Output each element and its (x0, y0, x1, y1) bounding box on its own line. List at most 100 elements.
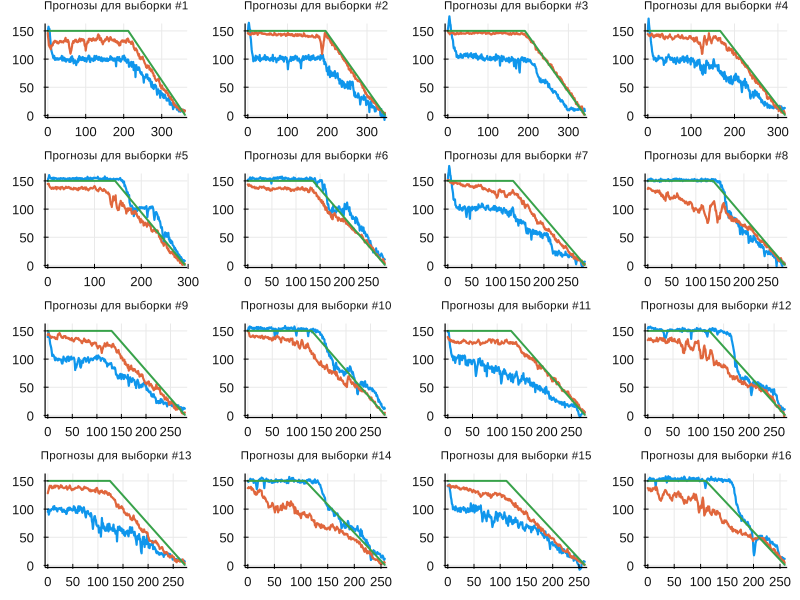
svg-text:200: 200 (130, 274, 152, 289)
svg-text:100: 100 (687, 424, 709, 439)
svg-text:50: 50 (267, 574, 282, 589)
svg-text:Прогнозы для выборки #6: Прогнозы для выборки #6 (244, 149, 388, 162)
svg-text:0: 0 (244, 124, 251, 139)
svg-text:50: 50 (19, 230, 34, 245)
svg-text:0: 0 (427, 409, 434, 424)
svg-text:50: 50 (619, 230, 634, 245)
svg-text:150: 150 (515, 574, 537, 589)
svg-text:50: 50 (265, 274, 280, 289)
svg-text:200: 200 (135, 424, 157, 439)
svg-text:100: 100 (276, 124, 298, 139)
svg-text:200: 200 (542, 574, 564, 589)
svg-text:100: 100 (612, 202, 634, 217)
svg-text:200: 200 (113, 124, 135, 139)
svg-text:100: 100 (690, 574, 712, 589)
svg-text:250: 250 (763, 424, 785, 439)
svg-text:300: 300 (151, 124, 173, 139)
svg-text:0: 0 (27, 259, 34, 274)
svg-text:0: 0 (627, 259, 634, 274)
svg-text:100: 100 (477, 124, 499, 139)
svg-text:0: 0 (444, 124, 451, 139)
svg-text:0: 0 (644, 124, 651, 139)
svg-text:100: 100 (12, 502, 34, 517)
svg-text:200: 200 (733, 274, 755, 289)
svg-text:300: 300 (557, 124, 579, 139)
svg-text:Прогнозы для выборки #14: Прогнозы для выборки #14 (241, 449, 392, 462)
svg-text:150: 150 (112, 574, 134, 589)
svg-text:0: 0 (627, 409, 634, 424)
svg-text:300: 300 (177, 274, 199, 289)
svg-text:250: 250 (769, 574, 791, 589)
svg-text:0: 0 (644, 424, 651, 439)
svg-text:100: 100 (412, 202, 434, 217)
svg-text:50: 50 (219, 380, 234, 395)
svg-text:50: 50 (419, 80, 434, 95)
svg-text:150: 150 (511, 424, 533, 439)
svg-text:150: 150 (310, 424, 332, 439)
svg-text:150: 150 (509, 274, 531, 289)
svg-text:100: 100 (680, 124, 702, 139)
svg-text:100: 100 (86, 424, 108, 439)
svg-text:250: 250 (359, 424, 381, 439)
svg-text:200: 200 (137, 574, 159, 589)
svg-text:150: 150 (12, 174, 34, 189)
svg-text:0: 0 (44, 274, 51, 289)
svg-text:0: 0 (444, 574, 451, 589)
svg-text:150: 150 (12, 324, 34, 339)
svg-text:50: 50 (419, 230, 434, 245)
svg-text:100: 100 (485, 274, 507, 289)
svg-text:150: 150 (212, 174, 234, 189)
svg-text:50: 50 (419, 380, 434, 395)
svg-text:100: 100 (212, 502, 234, 517)
svg-text:300: 300 (356, 124, 378, 139)
svg-text:200: 200 (316, 124, 338, 139)
svg-text:0: 0 (27, 409, 34, 424)
svg-text:250: 250 (757, 274, 779, 289)
svg-text:200: 200 (335, 424, 357, 439)
svg-text:Прогнозы для выборки #13: Прогнозы для выборки #13 (41, 449, 192, 462)
svg-text:50: 50 (65, 574, 80, 589)
svg-text:150: 150 (412, 174, 434, 189)
svg-text:150: 150 (12, 24, 34, 39)
svg-text:150: 150 (709, 274, 731, 289)
svg-text:100: 100 (412, 52, 434, 67)
svg-text:Прогнозы для выборки #4: Прогнозы для выборки #4 (644, 0, 789, 12)
svg-text:50: 50 (664, 274, 679, 289)
svg-text:250: 250 (568, 574, 590, 589)
svg-text:Прогнозы для выборки #1: Прогнозы для выборки #1 (44, 0, 188, 12)
svg-text:250: 250 (557, 274, 579, 289)
svg-text:Прогнозы для выборки #16: Прогнозы для выборки #16 (641, 449, 792, 462)
svg-text:150: 150 (612, 174, 634, 189)
svg-text:100: 100 (286, 424, 308, 439)
svg-text:Прогнозы для выборки #2: Прогнозы для выборки #2 (244, 0, 388, 12)
svg-text:50: 50 (619, 80, 634, 95)
svg-text:100: 100 (486, 424, 508, 439)
svg-text:50: 50 (19, 380, 34, 395)
svg-text:0: 0 (44, 574, 51, 589)
svg-text:Прогнозы для выборки #11: Прогнозы для выборки #11 (441, 299, 591, 312)
svg-text:100: 100 (12, 202, 34, 217)
svg-text:150: 150 (412, 324, 434, 339)
svg-text:100: 100 (412, 352, 434, 367)
svg-text:250: 250 (560, 424, 582, 439)
svg-text:0: 0 (627, 109, 634, 124)
svg-text:0: 0 (444, 424, 451, 439)
svg-text:50: 50 (265, 424, 280, 439)
svg-text:150: 150 (212, 324, 234, 339)
svg-text:Прогнозы для выборки #5: Прогнозы для выборки #5 (44, 149, 188, 162)
svg-text:Прогнозы для выборки #12: Прогнозы для выборки #12 (641, 299, 792, 312)
svg-text:Прогнозы для выборки #15: Прогнозы для выборки #15 (441, 449, 592, 462)
svg-text:50: 50 (219, 80, 234, 95)
svg-text:Прогнозы для выборки #7: Прогнозы для выборки #7 (444, 149, 588, 162)
svg-text:0: 0 (44, 424, 51, 439)
svg-text:0: 0 (227, 409, 234, 424)
svg-text:150: 150 (612, 24, 634, 39)
svg-text:100: 100 (212, 352, 234, 367)
svg-text:100: 100 (412, 502, 434, 517)
svg-text:150: 150 (12, 474, 34, 489)
svg-text:50: 50 (464, 274, 479, 289)
svg-text:150: 150 (713, 424, 735, 439)
svg-text:150: 150 (412, 24, 434, 39)
svg-text:100: 100 (290, 574, 312, 589)
svg-text:300: 300 (767, 124, 789, 139)
